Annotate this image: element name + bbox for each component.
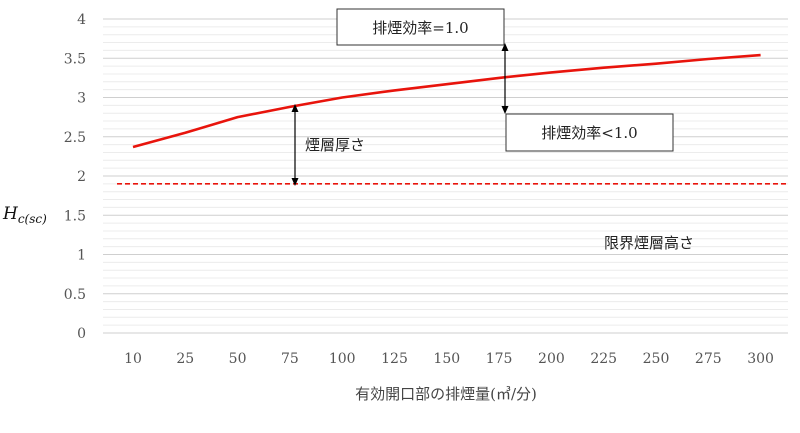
x-tick-label: 125 bbox=[381, 351, 408, 367]
y-axis-label-sub: c(sc) bbox=[18, 212, 47, 226]
x-tick-label: 75 bbox=[281, 351, 299, 367]
thickness-arrow bbox=[291, 104, 299, 186]
series-layer bbox=[117, 53, 788, 185]
grid bbox=[103, 18, 788, 334]
y-tick-label: 3 bbox=[77, 91, 86, 107]
y-tick-label: 2.5 bbox=[64, 130, 86, 146]
y-tick-label: 4 bbox=[77, 12, 86, 28]
y-tick-label: 2 bbox=[77, 169, 86, 185]
y-tick-label: 0.5 bbox=[64, 287, 86, 303]
efficiency-equal-box: 排煙効率=1.0 bbox=[336, 8, 505, 46]
y-tick-label: 0 bbox=[77, 326, 86, 342]
x-ticks: 10 25 50 75 100 125 150 175 200 225 250 275 300 bbox=[124, 351, 774, 367]
thickness-label: 煙層厚さ bbox=[305, 136, 365, 154]
x-tick-label: 200 bbox=[538, 351, 565, 367]
y-axis-label-main: H bbox=[2, 204, 19, 224]
y-ticks: 0 0.5 1 1.5 2 2.5 3 3.5 4 bbox=[64, 12, 86, 342]
x-tick-label: 250 bbox=[643, 351, 670, 367]
y-tick-label: 3.5 bbox=[64, 51, 86, 67]
smoke-layer-line bbox=[132, 53, 761, 149]
x-tick-label: 225 bbox=[590, 351, 617, 367]
y-axis-label: Hc(sc) bbox=[2, 204, 47, 226]
x-tick-label: 300 bbox=[747, 351, 774, 367]
x-tick-label: 50 bbox=[229, 351, 247, 367]
efficiency-less-label: 排煙効率<1.0 bbox=[541, 124, 637, 142]
y-tick-label: 1.5 bbox=[64, 208, 86, 224]
x-tick-label: 275 bbox=[695, 351, 722, 367]
x-tick-label: 175 bbox=[486, 351, 513, 367]
efficiency-equal-label: 排煙効率=1.0 bbox=[372, 19, 468, 37]
efficiency-less-box: 排煙効率<1.0 bbox=[505, 113, 674, 152]
critical-height-label: 限界煙層高さ bbox=[604, 234, 694, 252]
x-tick-label: 10 bbox=[124, 351, 142, 367]
y-tick-label: 1 bbox=[77, 248, 86, 264]
efficiency-arrow bbox=[501, 43, 509, 114]
x-tick-label: 100 bbox=[329, 351, 356, 367]
x-tick-label: 150 bbox=[433, 351, 460, 367]
x-axis-label: 有効開口部の排煙量(㎥/分) bbox=[355, 385, 537, 403]
x-tick-label: 25 bbox=[176, 351, 194, 367]
